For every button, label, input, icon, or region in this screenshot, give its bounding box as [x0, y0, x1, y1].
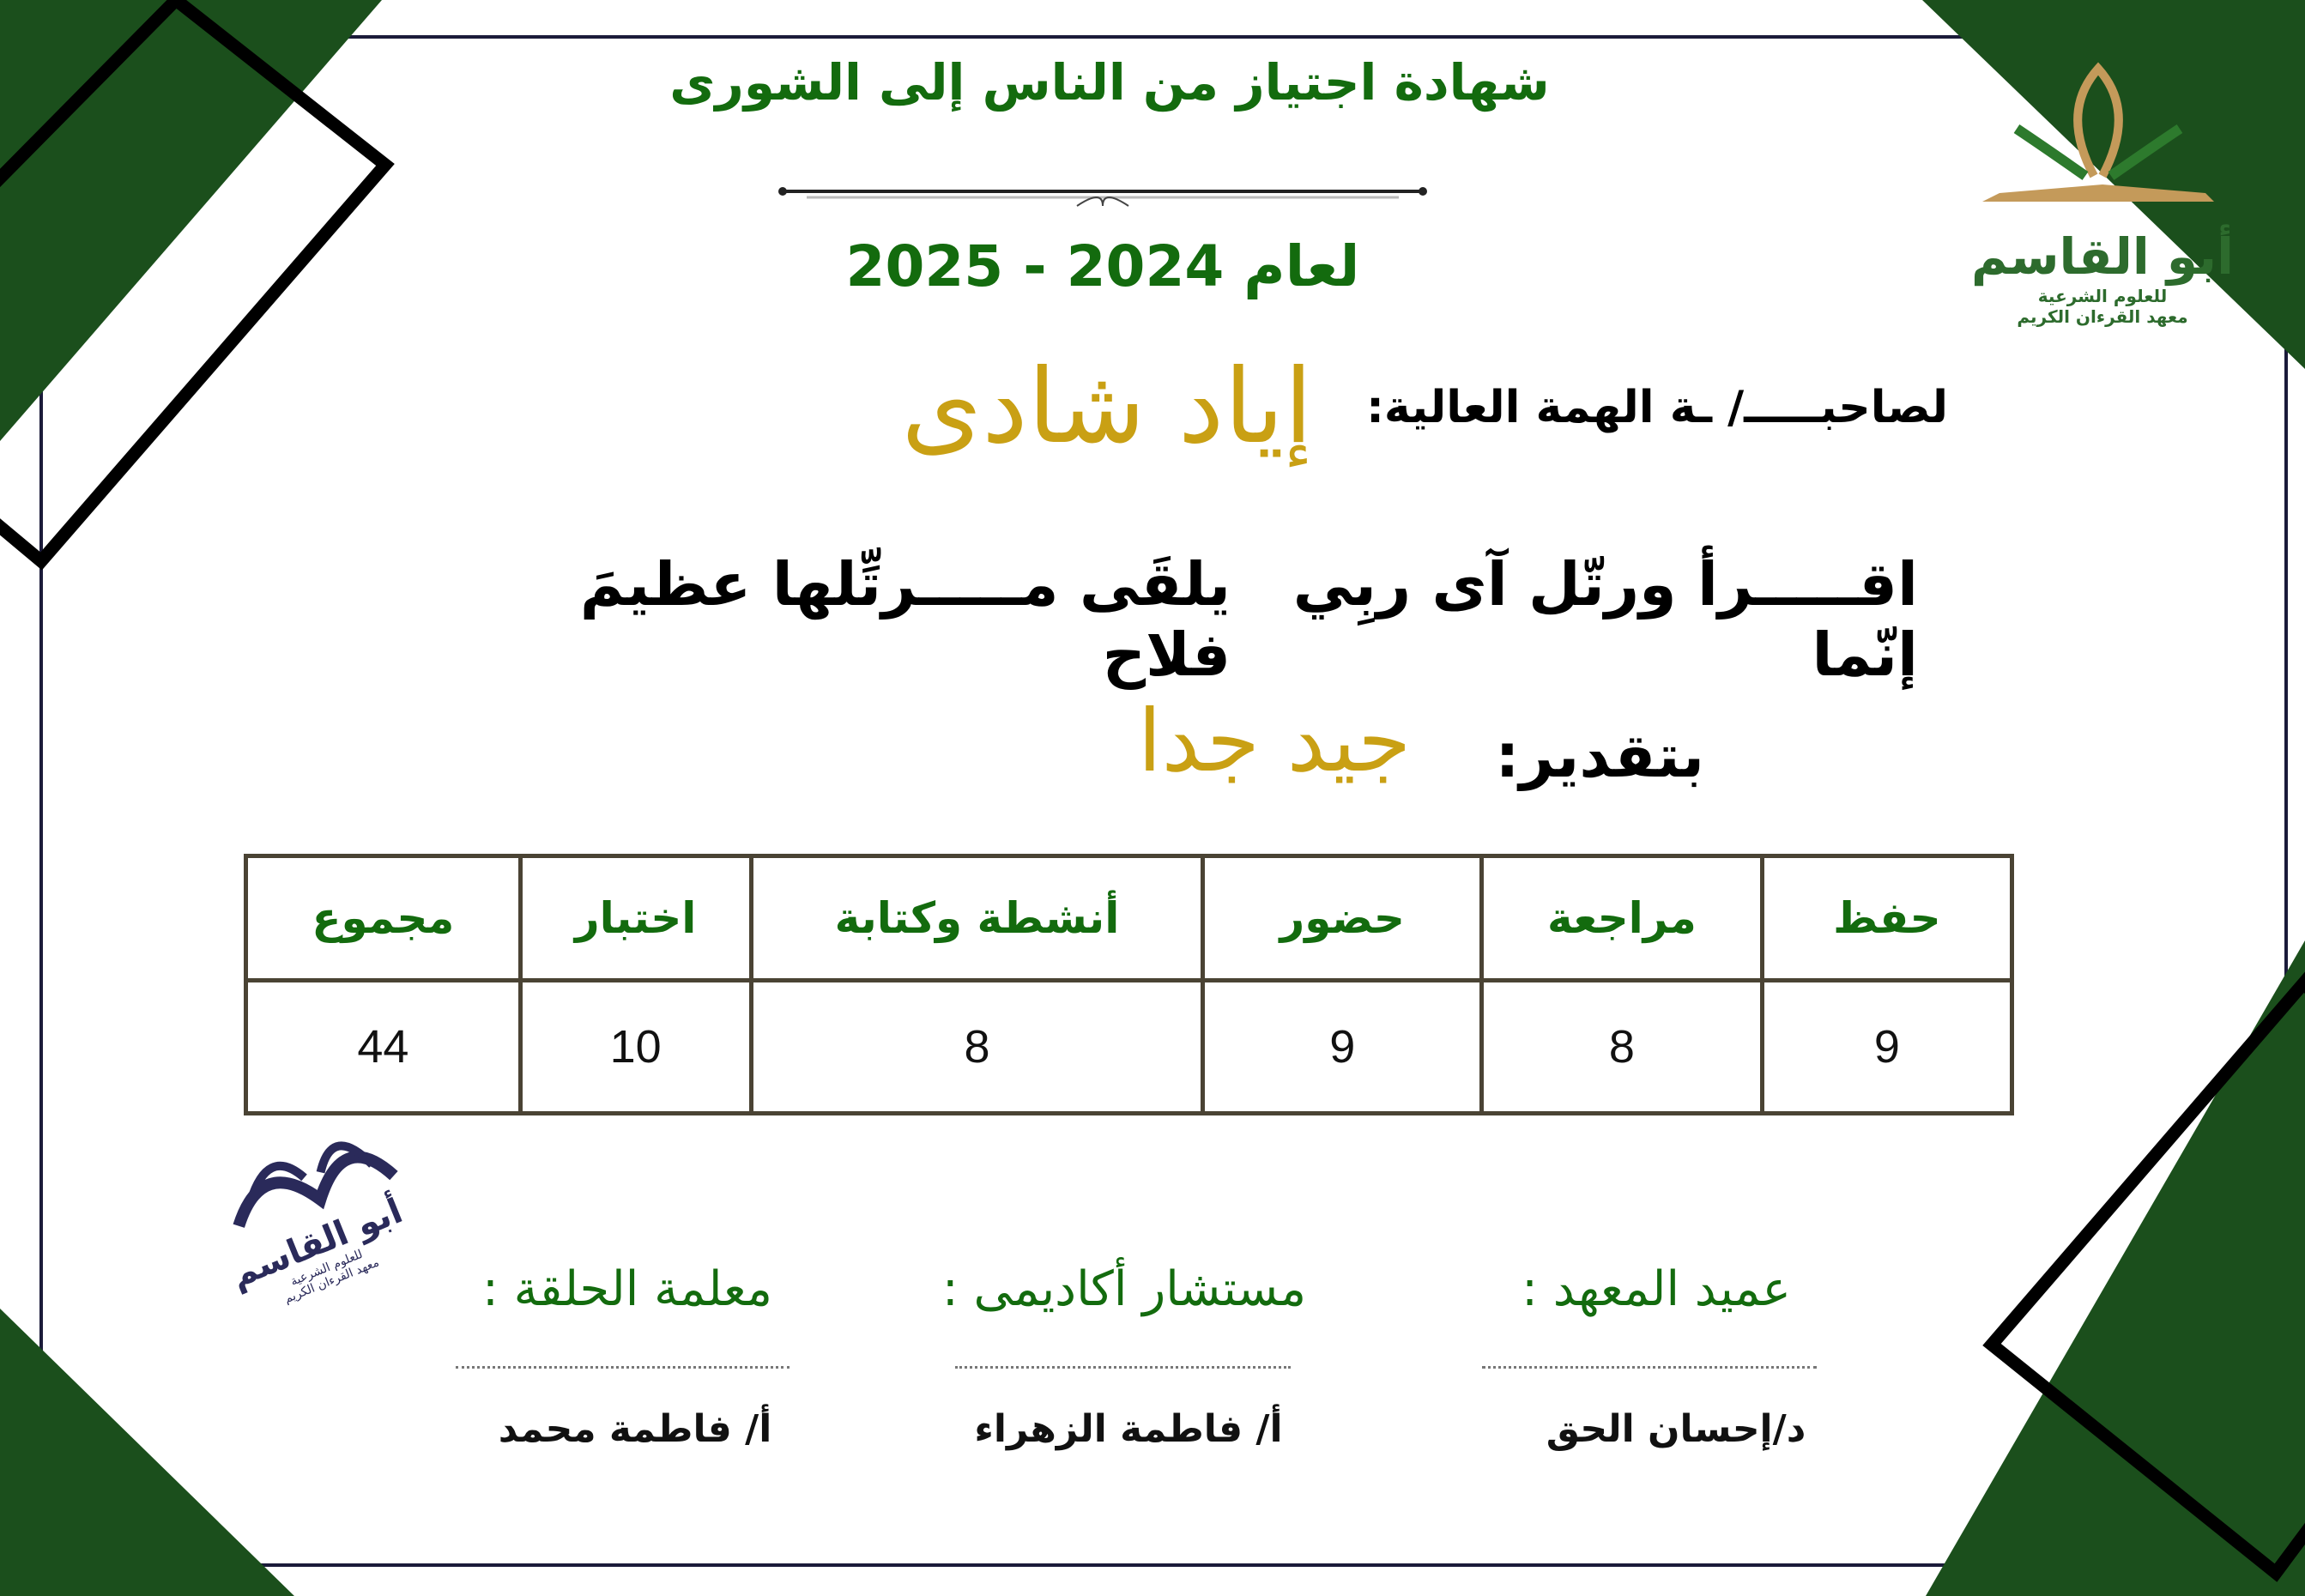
table-row: 9 8 9 8 10 44: [244, 978, 2015, 1115]
logo-text-top-right: أبو القاسم للعلوم الشرعية معهد القرءان ا…: [1965, 227, 2240, 327]
header-cell: اختبار: [517, 854, 753, 982]
signature-title-advisor: مستشار أكاديمى :: [941, 1261, 1307, 1317]
signature-line-advisor: [955, 1366, 1291, 1369]
score-cell: 9: [1759, 978, 2015, 1115]
score-cell: 44: [244, 978, 523, 1115]
institute-logo-bottom-left: [233, 1141, 398, 1228]
header-cell: مجموع: [244, 854, 523, 982]
header-cell: مراجعة: [1479, 854, 1764, 982]
frame-diamond-top-left: [0, 0, 395, 571]
corner-triangle-top-left: [0, 0, 382, 441]
verse: اقـــــرأ ورتّل آى ربِي إنّما يلقَى مـــ…: [499, 549, 1918, 690]
page-frame: [39, 35, 2288, 1567]
scores-table: حفظ مراجعة حضور أنشطة وكتابة اختبار مجمو…: [244, 854, 2015, 1115]
signature-name-teacher: أ/ فاطمة محمد: [498, 1407, 772, 1451]
score-cell: 9: [1201, 978, 1485, 1115]
signature-name-dean: د/إحسان الحق: [1546, 1407, 1806, 1451]
logo-line1: للعلوم الشرعية: [2037, 286, 2168, 306]
corner-triangle-bottom-left: [0, 1309, 294, 1596]
verse-part-2: يلقَى مـــــرتِّلها عظيمَ فلاح: [579, 549, 1231, 690]
recipient-name: إياد شادى: [901, 348, 1313, 467]
signature-title-dean: عميد المعهد :: [1522, 1261, 1791, 1317]
signature-title-teacher: معلمة الحلقة :: [481, 1261, 773, 1317]
verse-part-1: اقـــــرأ ورتّل آى ربِي إنّما: [1292, 549, 1918, 690]
grade-value: جيد جدا: [1137, 691, 1412, 791]
corner-triangle-bottom-right: [1926, 940, 2305, 1596]
score-cell: 10: [517, 978, 753, 1115]
signature-line-teacher: [456, 1366, 790, 1369]
logo-name: أبو القاسم: [1971, 227, 2234, 286]
signature-line-dean: [1482, 1366, 1817, 1369]
certificate-title: شهادة اجتياز من الناس إلى الشورى: [669, 53, 1550, 112]
table-header-row: حفظ مراجعة حضور أنشطة وكتابة اختبار مجمو…: [244, 854, 2015, 982]
logo-line2: معهد القرءان الكريم: [2017, 306, 2188, 327]
institute-logo-top-right: [1982, 62, 2214, 202]
header-cell: حضور: [1201, 854, 1485, 982]
frame-diamond-bottom-right: [1982, 971, 2305, 1582]
title-ornament-divider: [778, 187, 1427, 207]
score-cell: 8: [1479, 978, 1764, 1115]
header-cell: حفظ: [1759, 854, 2015, 982]
recipient-label: لصاحبـــــ/ ـة الهمة العالية:: [1366, 382, 1948, 433]
header-cell: أنشطة وكتابة: [748, 854, 1206, 982]
corner-triangle-top-right: [1922, 0, 2305, 369]
score-cell: 8: [748, 978, 1206, 1115]
signature-name-advisor: أ/ فاطمة الزهراء: [974, 1407, 1283, 1451]
grade-label: بتقدير:: [1495, 721, 1705, 791]
academic-year: لعام 2024 - 2025: [845, 233, 1360, 299]
